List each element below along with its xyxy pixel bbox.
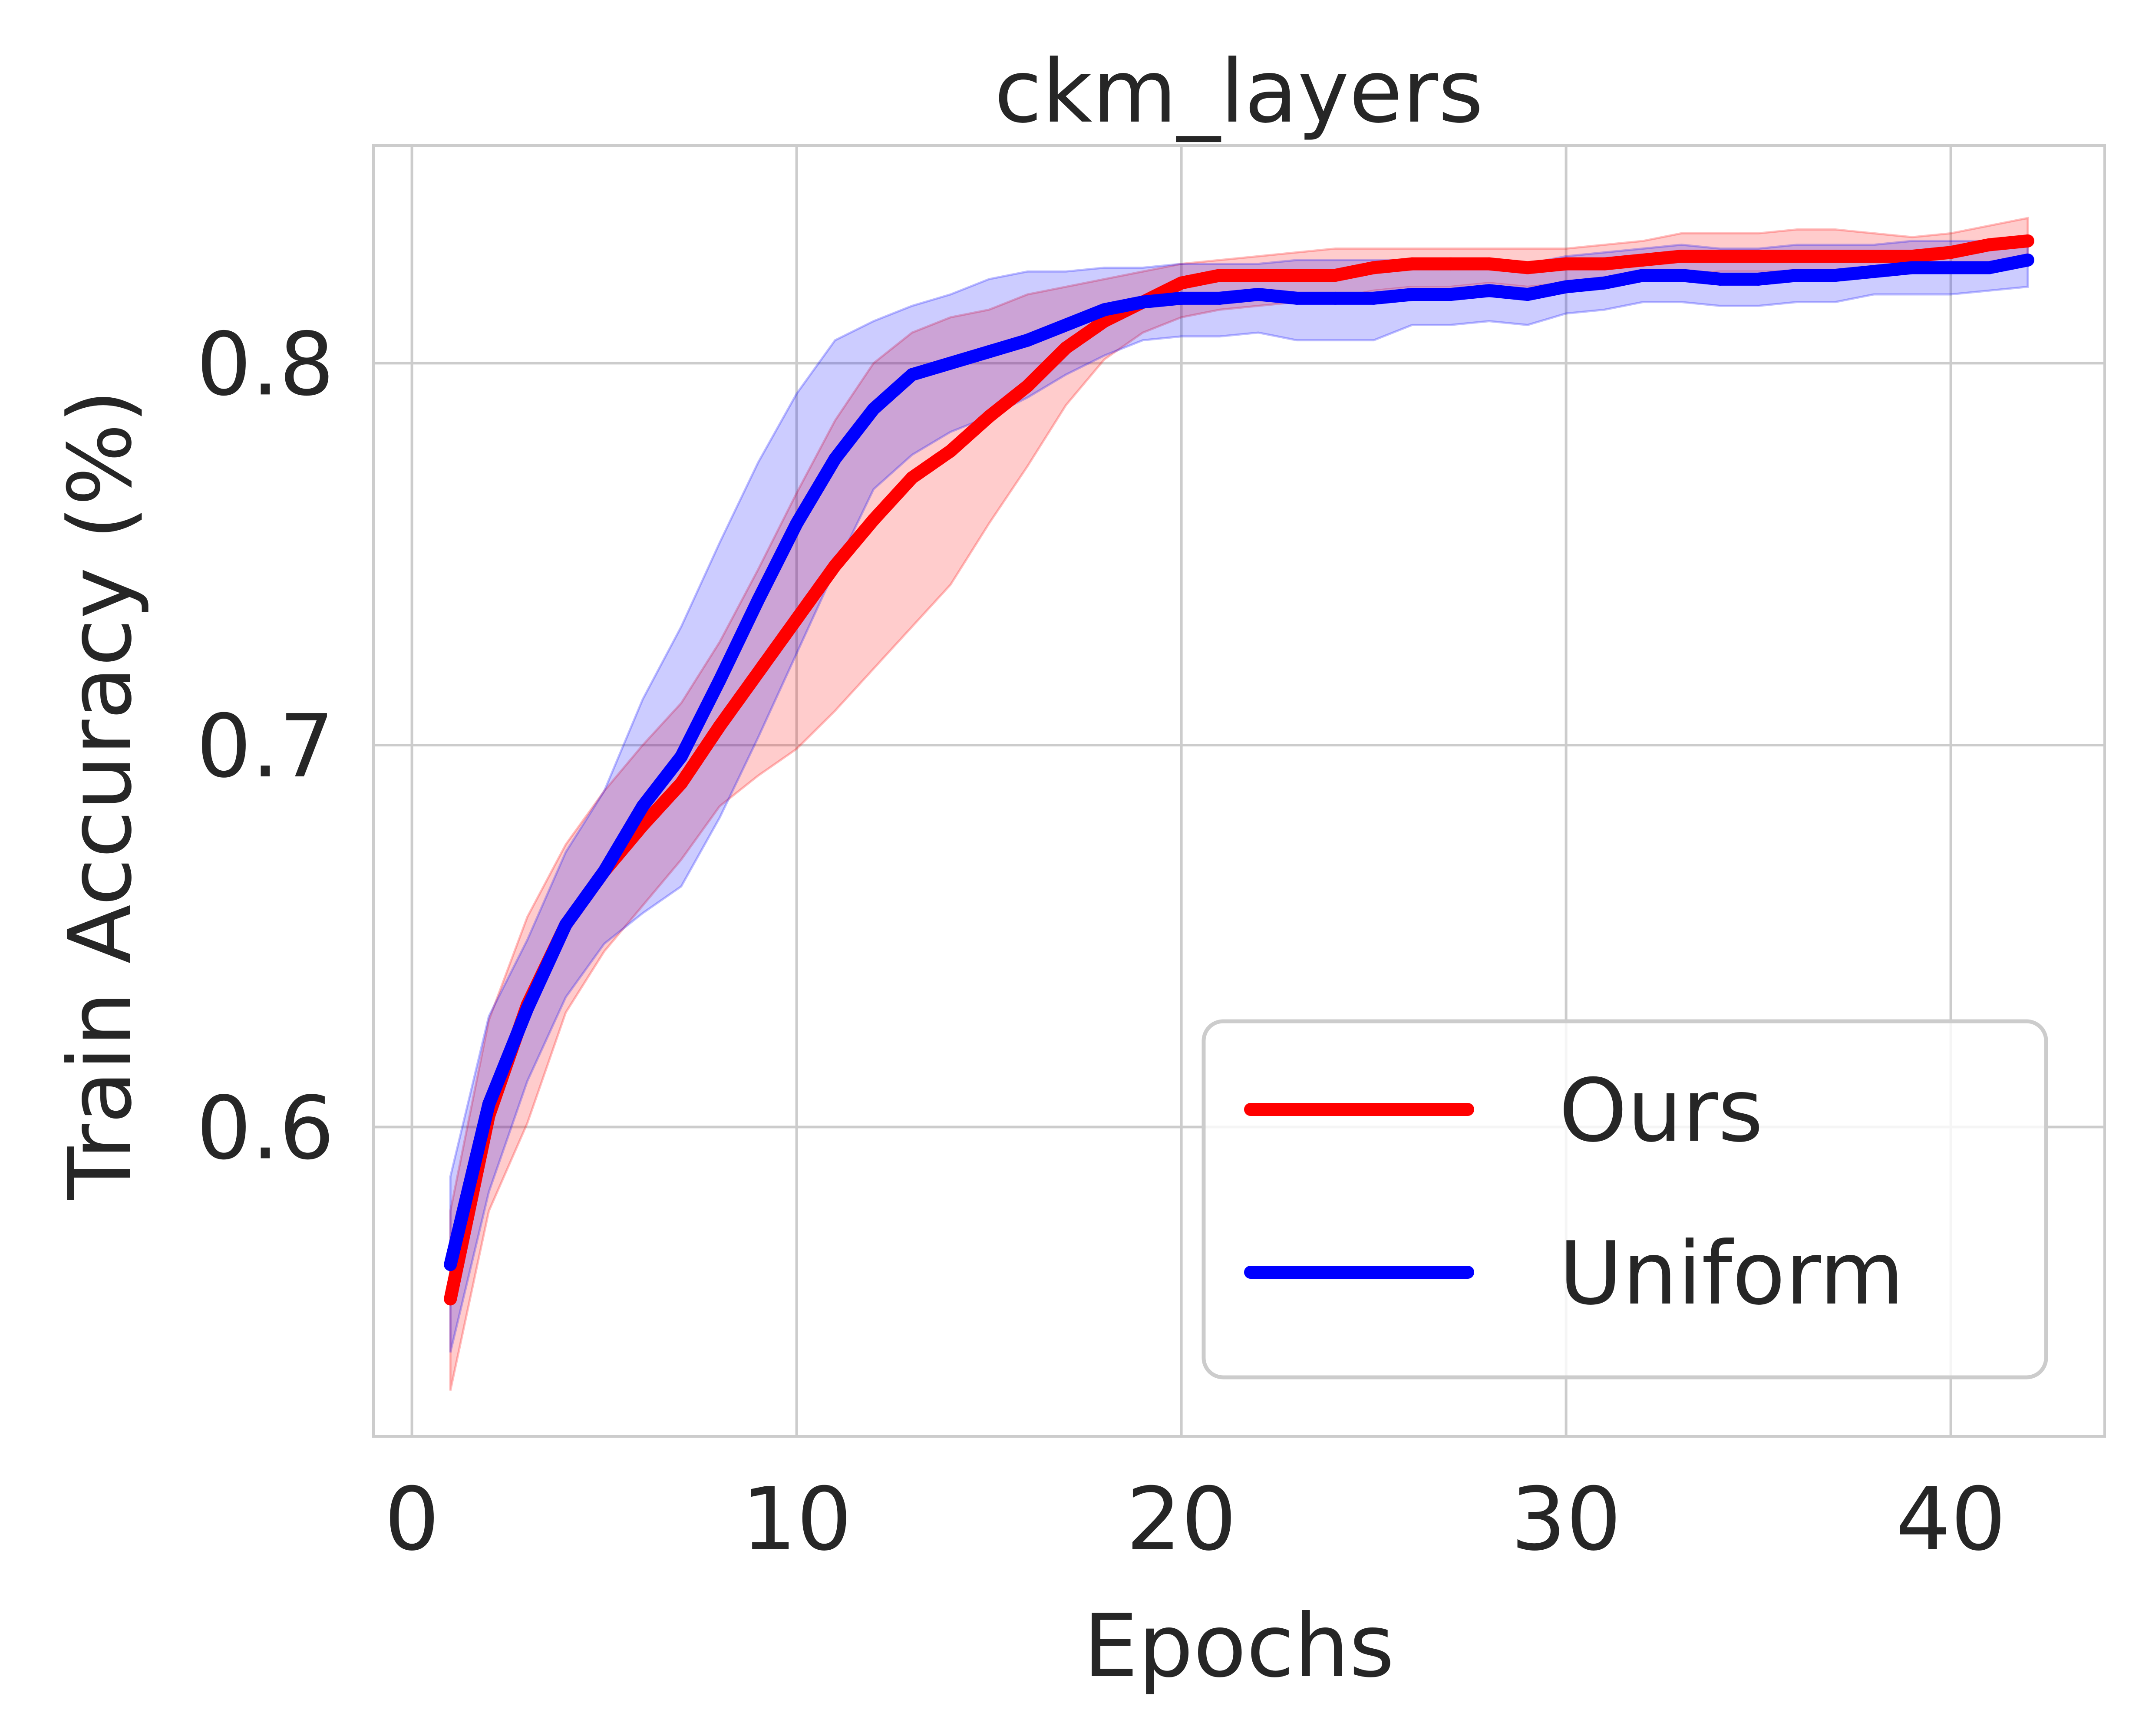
- data-point: [1098, 303, 1111, 317]
- data-point: [2021, 253, 2034, 267]
- data-point: [713, 719, 726, 733]
- data-point: [1444, 288, 1457, 301]
- legend-label-uniform: Uniform: [1559, 1223, 1904, 1324]
- data-point: [1059, 318, 1073, 332]
- data-point: [674, 776, 688, 790]
- data-point: [828, 452, 842, 465]
- y-tick-label: 0.8: [196, 314, 334, 415]
- data-point: [1175, 276, 1188, 290]
- x-tick-label: 40: [1895, 1469, 2006, 1570]
- data-point: [1290, 269, 1304, 282]
- series-uniform: [444, 253, 2034, 1271]
- data-point: [1790, 269, 1804, 282]
- data-point: [1675, 250, 1688, 263]
- data-point: [1059, 341, 1073, 355]
- data-point: [636, 799, 650, 813]
- data-point: [905, 471, 919, 485]
- data-point: [790, 517, 803, 530]
- data-point: [1713, 250, 1726, 263]
- data-point: [1598, 276, 1611, 290]
- data-point: [1367, 261, 1380, 274]
- data-point: [982, 410, 996, 423]
- data-point: [1598, 257, 1611, 271]
- data-point: [752, 666, 765, 679]
- data-point: [1136, 295, 1149, 309]
- series-lines: [444, 234, 2034, 1306]
- legend-label-ours: Ours: [1559, 1060, 1763, 1162]
- data-point: [828, 559, 842, 572]
- x-tick-label: 10: [741, 1469, 852, 1570]
- data-point: [1213, 291, 1227, 305]
- data-point: [1906, 250, 1919, 263]
- data-point: [713, 673, 726, 687]
- data-point: [1482, 284, 1496, 297]
- plot-frame: [372, 144, 2106, 1438]
- data-point: [482, 1097, 495, 1111]
- chart-title: ckm_layers: [994, 41, 1484, 142]
- confidence-band-uniform: [449, 236, 2029, 1353]
- data-point: [1752, 272, 1765, 286]
- y-tick-label: 0.7: [196, 696, 334, 797]
- data-point: [1944, 261, 1957, 274]
- tick-labels: 0 10 20 30 40 0.6 0.7 0.8: [196, 314, 2006, 1570]
- data-point: [1406, 257, 1419, 271]
- data-point: [1752, 250, 1765, 263]
- data-point: [1983, 261, 1996, 274]
- data-point: [1521, 288, 1534, 301]
- data-point: [559, 918, 572, 931]
- x-axis-label: Epochs: [1083, 1596, 1395, 1697]
- data-point: [752, 593, 765, 607]
- data-point: [1021, 333, 1034, 347]
- data-point: [521, 1002, 534, 1015]
- data-point: [1329, 269, 1342, 282]
- data-point: [1213, 269, 1227, 282]
- data-point: [1829, 269, 1842, 282]
- data-point: [674, 750, 688, 763]
- data-point: [1790, 250, 1804, 263]
- data-point: [1329, 291, 1342, 305]
- data-point: [597, 865, 611, 878]
- data-point: [1251, 288, 1265, 301]
- data-point: [1983, 238, 1996, 251]
- data-point: [982, 345, 996, 358]
- data-point: [1021, 380, 1034, 393]
- data-point: [1444, 257, 1457, 271]
- data-point: [944, 444, 957, 458]
- y-axis-label: Train Accuracy (%): [50, 389, 151, 1200]
- data-point: [444, 1258, 457, 1271]
- data-point: [1867, 265, 1881, 278]
- legend: Ours Uniform: [1201, 1019, 2048, 1380]
- data-point: [790, 612, 803, 626]
- data-point: [1636, 269, 1650, 282]
- x-tick-label: 20: [1126, 1469, 1237, 1570]
- data-point: [1559, 280, 1573, 294]
- data-point: [1175, 291, 1188, 305]
- data-point: [1867, 250, 1881, 263]
- data-point: [1406, 288, 1419, 301]
- data-point: [1482, 257, 1496, 271]
- x-tick-label: 30: [1511, 1469, 1621, 1570]
- data-point: [1636, 253, 1650, 267]
- y-tick-label: 0.6: [196, 1078, 334, 1179]
- data-point: [1559, 257, 1573, 271]
- data-point: [1251, 269, 1265, 282]
- data-point: [944, 356, 957, 370]
- data-point: [1906, 261, 1919, 274]
- data-point: [444, 1292, 457, 1306]
- data-point: [1367, 291, 1380, 305]
- data-point: [1290, 291, 1304, 305]
- data-point: [1829, 250, 1842, 263]
- x-tick-label: 0: [384, 1469, 439, 1570]
- data-point: [905, 368, 919, 381]
- data-point: [1675, 269, 1688, 282]
- data-point: [867, 513, 880, 526]
- data-point: [1944, 246, 1957, 259]
- data-point: [1521, 261, 1534, 274]
- data-point: [1713, 272, 1726, 286]
- data-point: [2021, 234, 2034, 248]
- data-point: [867, 402, 880, 416]
